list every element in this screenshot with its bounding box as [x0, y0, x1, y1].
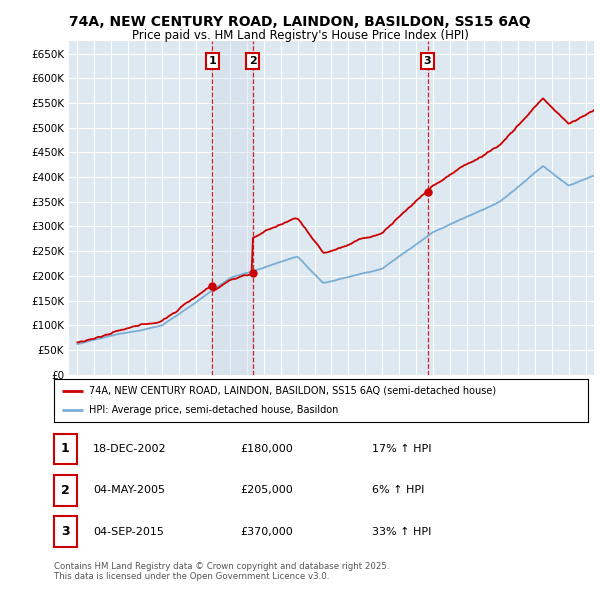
- Text: £370,000: £370,000: [240, 527, 293, 536]
- Text: 04-MAY-2005: 04-MAY-2005: [93, 486, 165, 495]
- Text: Contains HM Land Registry data © Crown copyright and database right 2025.
This d: Contains HM Land Registry data © Crown c…: [54, 562, 389, 581]
- Text: 2: 2: [61, 484, 70, 497]
- Text: 3: 3: [424, 56, 431, 66]
- Text: 3: 3: [61, 525, 70, 538]
- Bar: [212, 41, 253, 375]
- Text: £205,000: £205,000: [240, 486, 293, 495]
- Text: 1: 1: [208, 56, 216, 66]
- Text: 04-SEP-2015: 04-SEP-2015: [93, 527, 164, 536]
- Text: 74A, NEW CENTURY ROAD, LAINDON, BASILDON, SS15 6AQ (semi-detached house): 74A, NEW CENTURY ROAD, LAINDON, BASILDON…: [89, 386, 496, 396]
- Text: 33% ↑ HPI: 33% ↑ HPI: [372, 527, 431, 536]
- Text: 74A, NEW CENTURY ROAD, LAINDON, BASILDON, SS15 6AQ: 74A, NEW CENTURY ROAD, LAINDON, BASILDON…: [69, 15, 531, 29]
- Text: £180,000: £180,000: [240, 444, 293, 454]
- Text: 2: 2: [249, 56, 256, 66]
- Text: Price paid vs. HM Land Registry's House Price Index (HPI): Price paid vs. HM Land Registry's House …: [131, 30, 469, 42]
- Text: 1: 1: [61, 442, 70, 455]
- Text: 18-DEC-2002: 18-DEC-2002: [93, 444, 167, 454]
- Text: 17% ↑ HPI: 17% ↑ HPI: [372, 444, 431, 454]
- Text: 6% ↑ HPI: 6% ↑ HPI: [372, 486, 424, 495]
- Text: HPI: Average price, semi-detached house, Basildon: HPI: Average price, semi-detached house,…: [89, 405, 338, 415]
